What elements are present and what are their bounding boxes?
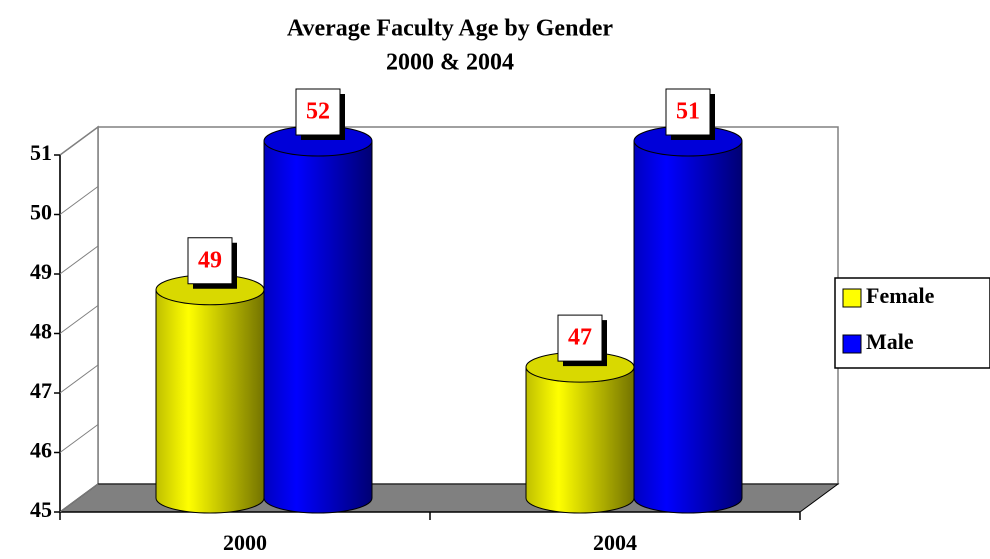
y-tick-label: 45 (30, 497, 52, 522)
bar (155, 274, 265, 514)
chart-subtitle: 2000 & 2004 (386, 50, 514, 76)
legend-swatch (842, 334, 862, 354)
y-tick-label: 48 (30, 319, 52, 344)
legend-swatch (842, 288, 862, 308)
bar (525, 351, 635, 514)
grid-line (59, 364, 99, 394)
label-box (187, 237, 233, 285)
label-box (665, 88, 711, 136)
label-box (295, 88, 341, 136)
y-tick-label: 51 (30, 140, 52, 165)
x-tick-label: 2004 (593, 530, 637, 555)
grid-line (59, 245, 99, 275)
y-tick-label: 49 (30, 259, 52, 284)
bar-body (633, 140, 743, 514)
data-label: 52 (306, 99, 330, 125)
bar-body (155, 289, 265, 514)
data-label: 47 (568, 325, 592, 351)
label-box (557, 314, 603, 362)
data-label: 51 (676, 99, 700, 125)
data-label: 49 (198, 247, 222, 273)
chart-title: Average Faculty Age by Gender (287, 16, 614, 42)
legend-label: Male (866, 329, 914, 354)
grid-line (59, 483, 99, 513)
bar-body (263, 140, 373, 514)
y-tick-label: 47 (30, 378, 52, 403)
grid-line (59, 186, 99, 215)
y-tick-label: 50 (30, 200, 52, 225)
grid-line (59, 126, 99, 156)
y-tick-label: 46 (30, 438, 52, 463)
bar (263, 125, 373, 514)
bar (633, 125, 743, 514)
grid-line (59, 424, 99, 453)
bar-body (525, 366, 635, 514)
x-tick-label: 2000 (223, 530, 267, 555)
grid-line (59, 305, 99, 334)
legend-label: Female (866, 283, 935, 308)
